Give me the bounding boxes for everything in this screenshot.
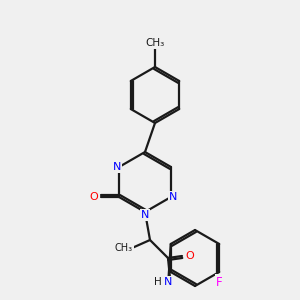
Text: N: N	[164, 277, 172, 287]
Text: N: N	[113, 162, 121, 172]
Text: N: N	[141, 210, 149, 220]
Text: CH₃: CH₃	[115, 243, 133, 253]
Text: N: N	[169, 192, 177, 202]
Text: H: H	[154, 277, 162, 287]
Text: F: F	[216, 275, 223, 289]
Text: CH₃: CH₃	[146, 38, 165, 48]
Text: O: O	[186, 251, 194, 261]
Text: O: O	[90, 192, 98, 202]
